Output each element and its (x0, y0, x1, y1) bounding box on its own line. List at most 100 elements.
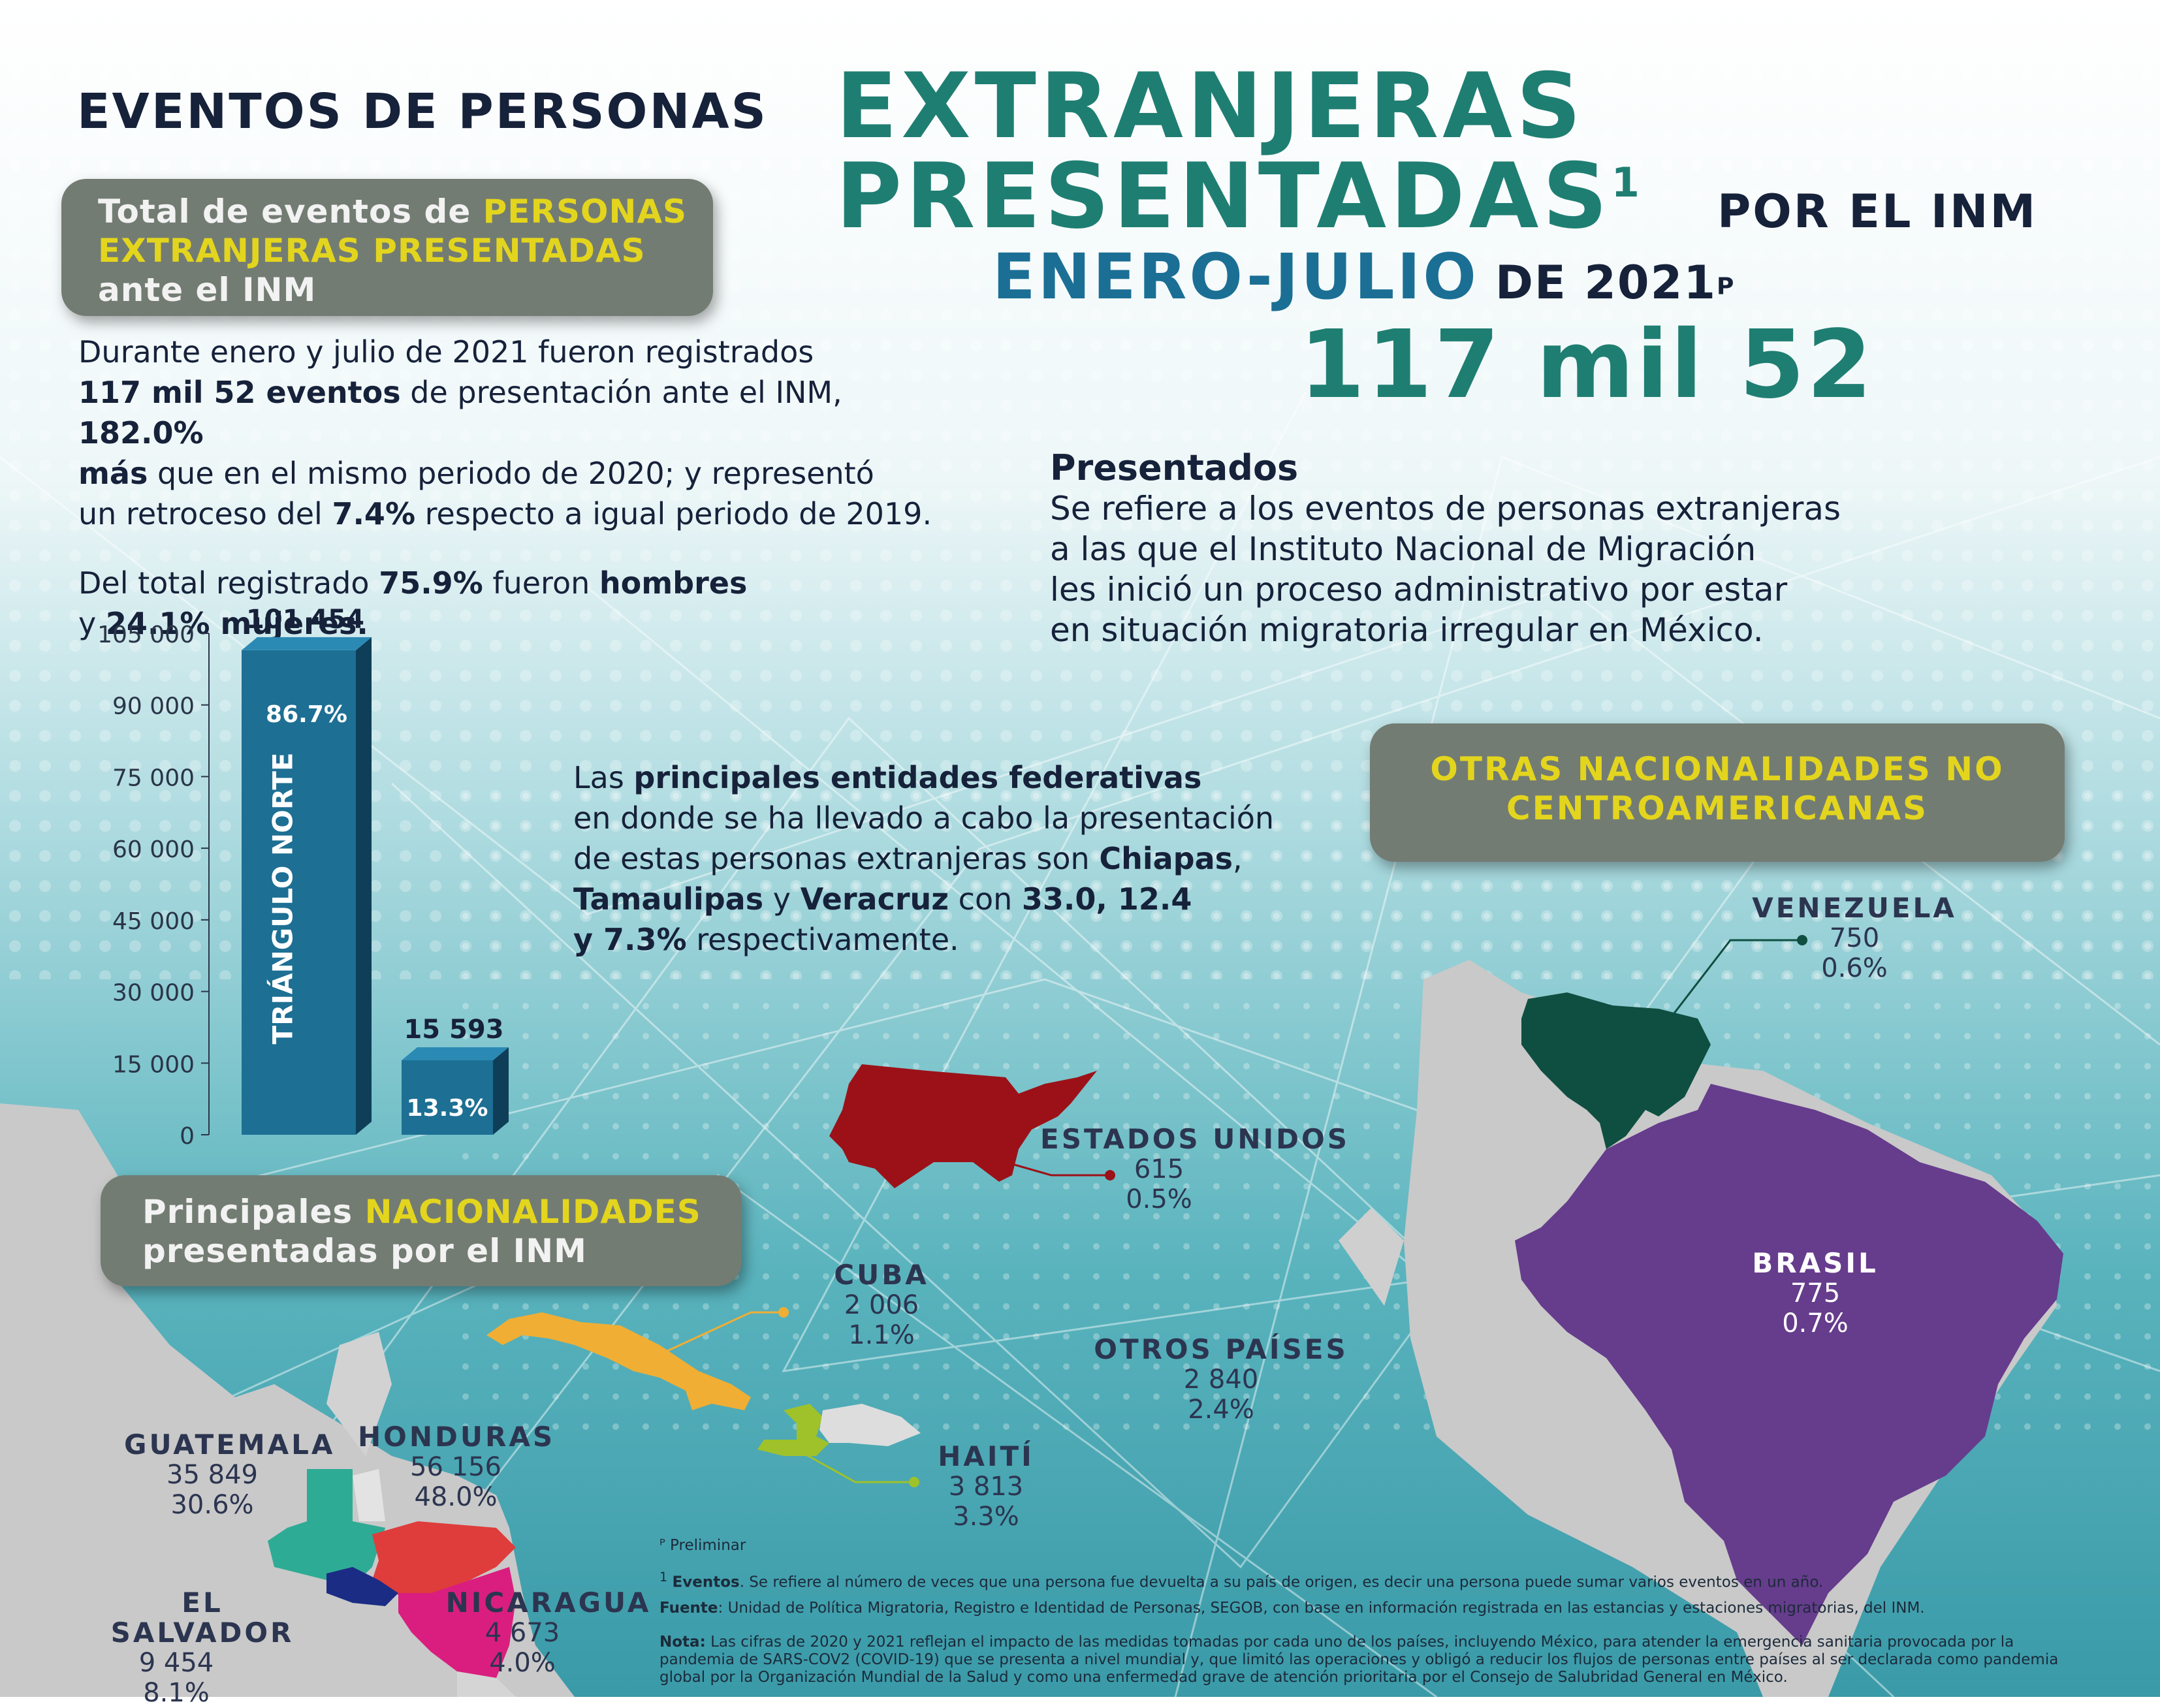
label-brasil: BRASIL 775 0.7% (1717, 1248, 1913, 1339)
cuba-pointer-dot (778, 1307, 789, 1318)
footnote-eventos-text: . Se refiere al número de veces que una … (739, 1574, 1824, 1591)
label-guatemala: GUATEMALA 35 849 30.6% (124, 1429, 336, 1521)
entities-l1b: principales entidades federativas (633, 760, 1202, 795)
footnote-fuente-label: Fuente (659, 1600, 718, 1617)
nationalities-box: Principales NACIONALIDADES presentadas p… (101, 1175, 742, 1286)
venezuela-shape (1521, 992, 1711, 1149)
entities-l1a: Las (573, 760, 634, 795)
label-honduras: HONDURAS 56 156 48.0% (358, 1421, 556, 1513)
entities-respectively: respectivamente. (686, 922, 959, 957)
others-box-l2: CENTROAMERICANAS (1506, 789, 1929, 827)
intro-hombres: hombres (599, 565, 748, 601)
title-period: ENERO-JULIO (993, 240, 1479, 313)
entities-l2: en donde se ha llevado a cabo la present… (573, 800, 1275, 836)
entities-y: y (763, 881, 801, 917)
haiti-shape (757, 1404, 829, 1456)
bar-value-label-0: 101 454 (246, 607, 364, 635)
honduras-name: HONDURAS (358, 1421, 556, 1453)
label-elsalvador: EL SALVADOR 9 454 8.1% (85, 1588, 320, 1708)
y-tick-label: 15 000 (112, 1051, 195, 1078)
footnote-eventos-label: Eventos (672, 1574, 740, 1591)
nicaragua-shape (398, 1567, 516, 1678)
intro-pct-women: 24.1% mujeres. (105, 606, 368, 641)
bar-side-0 (356, 637, 372, 1135)
venezuela-name: VENEZUELA (1752, 892, 1957, 924)
label-nicaragua: NICARAGUA 4 673 4.0% (444, 1587, 653, 1679)
nicaragua-value: 4 673 (484, 1618, 560, 1648)
honduras-pct: 48.0% (414, 1482, 498, 1512)
total-box: Total de eventos de PERSONAS EXTRANJERAS… (61, 179, 713, 316)
nicaragua-name: NICARAGUA (445, 1587, 652, 1619)
title-sup-1: 1 (1611, 159, 1644, 206)
belize-shape (353, 1469, 385, 1521)
usa-pct: 0.5% (1126, 1184, 1192, 1214)
y-tick-label: 60 000 (112, 836, 195, 863)
bar-percent-label-0: 86.7% (266, 701, 347, 728)
intro-line5b: fueron (483, 565, 599, 601)
cuba-shape (486, 1312, 751, 1410)
natl-box-l2: presentadas por el INM (142, 1232, 587, 1270)
label-venezuela: VENEZUELA 750 0.6% (1750, 892, 1959, 984)
label-haiti: HAITÍ 3 813 3.3% (921, 1442, 1051, 1532)
nicaragua-pct: 4.0% (489, 1648, 556, 1678)
footnote-fuente: Fuente: Unidad de Política Migratoria, R… (659, 1600, 2096, 1617)
entities-l3a: de estas personas extranjeras son (573, 841, 1100, 876)
cuba-value: 2 006 (844, 1290, 919, 1320)
title-year: DE 2021 (1495, 256, 1717, 309)
label-usa: ESTADOS UNIDOS 615 0.5% (1038, 1123, 1352, 1215)
usa-pointer-dot (1105, 1170, 1115, 1180)
venezuela-pointer-dot (1797, 935, 1807, 945)
brasil-shape (1515, 1084, 2063, 1645)
others-box: OTRAS NACIONALIDADES NO CENTROAMERICANAS (1370, 723, 2065, 862)
intro-total-events: 117 mil 52 eventos (78, 375, 401, 410)
bar-value-label-1: 15 593 (404, 1015, 503, 1045)
label-otros: OTROS PAÍSES 2 840 2.4% (1071, 1335, 1371, 1425)
definition-line3: les inició un proceso administrativo por… (1050, 571, 1788, 609)
title-total: 117 mil 52 (1299, 309, 1875, 419)
title-line1-left: EVENTOS DE PERSONAS (77, 84, 768, 140)
yucatan-landmass (326, 1332, 392, 1456)
intro-mas: más (78, 456, 148, 491)
title-line3: ENERO-JULIO DE 2021P (993, 240, 1734, 313)
entities-comma: , (1233, 841, 1243, 876)
entities-chiapas: Chiapas (1099, 841, 1233, 876)
intro-line4b: respecto a igual periodo de 2019. (415, 496, 932, 531)
natl-box-l1: Principales (142, 1193, 365, 1231)
otros-name: OTROS PAÍSES (1094, 1333, 1348, 1365)
total-box-l1: Total de eventos de (98, 193, 483, 230)
entities-paragraph: Las principales entidades federativas en… (573, 757, 1357, 960)
honduras-shape (372, 1521, 516, 1600)
entities-veracruz: Veracruz (800, 881, 949, 917)
nationalities-box-text: Principales NACIONALIDADES presentadas p… (142, 1192, 701, 1271)
entities-pcts: 33.0, 12.4 (1021, 881, 1192, 917)
bar-top-1 (402, 1047, 509, 1060)
elsalvador-pct: 8.1% (143, 1678, 210, 1708)
title-line2-tail: POR EL INM (1717, 185, 2038, 238)
y-tick-label: 45 000 (112, 908, 195, 935)
bar-front-1 (402, 1060, 493, 1135)
usa-value: 615 (1134, 1154, 1184, 1184)
intro-line2: de presentación ante el INM, (400, 375, 842, 410)
guatemala-shape (268, 1469, 385, 1587)
title-sup-p: P (1717, 273, 1734, 300)
intro-line3: que en el mismo periodo de 2020; y repre… (148, 456, 874, 491)
others-box-l1: OTRAS NACIONALIDADES NO (1430, 750, 2005, 788)
otros-pct: 2.4% (1188, 1395, 1254, 1425)
footnote-nota-l1: Las cifras de 2020 y 2021 reflejan el im… (705, 1634, 2014, 1651)
haiti-pointer (796, 1448, 914, 1483)
footnote-preliminar: ᴾ Preliminar (659, 1537, 746, 1554)
usa-name: ESTADOS UNIDOS (1040, 1123, 1350, 1155)
bar-percent-label-1: 13.3% (407, 1095, 488, 1122)
elsalvador-value: 9 454 (138, 1648, 214, 1678)
cuba-name: CUBA (834, 1259, 929, 1291)
bar-front-0 (242, 650, 356, 1135)
bar-category-label: TRIÁNGULO NORTE (266, 752, 299, 1044)
footnote-eventos: 1 Eventos. Se refiere al número de veces… (659, 1568, 2096, 1592)
entities-tamaulipas: Tamaulipas (573, 881, 764, 917)
footnote-nota-l2: pandemia de SARS-COV2 (COVID-19) que se … (659, 1651, 2059, 1668)
intro-line6a: y (78, 606, 106, 641)
guatemala-name: GUATEMALA (124, 1429, 336, 1461)
footnote-nota-l3: global por la Organización Mundial de la… (659, 1669, 1788, 1686)
footnote-fuente-text: : Unidad de Política Migratoria, Registr… (718, 1600, 1925, 1617)
